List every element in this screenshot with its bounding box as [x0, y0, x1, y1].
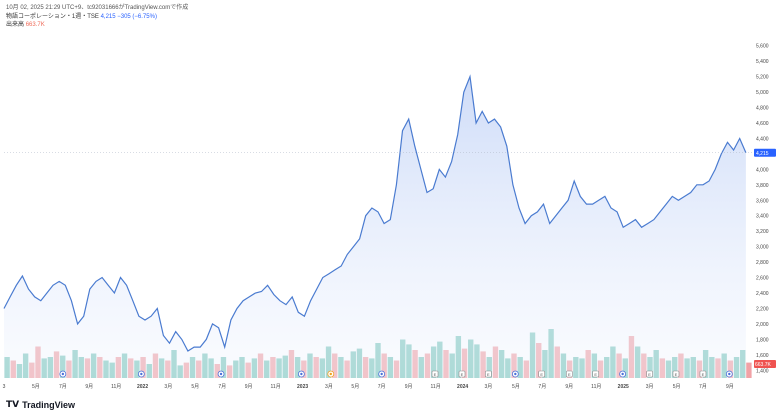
earnings-marker: [699, 370, 707, 378]
y-tick-label: 4,800: [756, 106, 769, 112]
price-value: 4,215 −305 (−6.75%): [100, 14, 157, 20]
x-tick-label: 5月: [32, 384, 40, 390]
y-tick-label: 4,600: [756, 121, 769, 127]
price-area: [4, 76, 746, 378]
earnings-marker-label: E: [675, 372, 678, 377]
caption-text: 10月 02, 2025 21:29 UTC+9、tc92031666がTrad…: [6, 5, 189, 11]
x-tick-label: 3月: [484, 384, 492, 390]
earnings-marker: [431, 370, 439, 378]
earnings-marker-label: E: [648, 372, 651, 377]
earnings-marker-label: E: [702, 372, 705, 377]
y-tick-label: 4,400: [756, 136, 769, 142]
x-tick-label: 2023: [297, 384, 308, 390]
x-tick-label: 11月: [271, 384, 281, 390]
y-tick-label: 5,400: [756, 59, 769, 65]
y-tick-label: 3,200: [756, 229, 769, 235]
earnings-marker-label: E: [540, 372, 543, 377]
marker-dot: [300, 372, 303, 376]
x-tick-label: 9月: [245, 384, 253, 390]
volume-bar: [746, 362, 752, 378]
x-tick-label: 7月: [378, 384, 386, 390]
symbol-label: 物語コーポレーション・1週・TSE: [6, 14, 99, 20]
y-tick-label: 3,400: [756, 214, 769, 220]
y-tick-label: 4,000: [756, 167, 769, 173]
y-tick-label: 2,200: [756, 306, 769, 312]
x-tick-label: 5月: [512, 384, 520, 390]
earnings-marker: [646, 370, 653, 378]
x-tick-label: 3月: [325, 384, 333, 390]
earnings-marker: [592, 370, 599, 378]
x-tick-label: 3月: [164, 384, 172, 390]
earnings-marker: [565, 370, 573, 378]
y-tick-label: 2,000: [756, 322, 769, 328]
x-tick-label: 9月: [565, 384, 573, 390]
x-tick-label: 7月: [538, 384, 546, 390]
x-tick-label: 2025: [618, 384, 629, 390]
last-volume-badge: [754, 360, 776, 368]
volume-legend: 出来高 663.7K: [6, 21, 45, 30]
y-tick-label: 1,600: [756, 353, 769, 359]
last-price-label: 4,215: [756, 151, 769, 157]
x-tick-label: 7月: [699, 384, 707, 390]
x-tick-label: 11月: [591, 384, 601, 390]
earnings-marker-label: E: [434, 372, 437, 377]
y-tick-label: 3,000: [756, 245, 769, 251]
x-tick-label: 3: [3, 384, 6, 390]
y-tick-label: 5,600: [756, 44, 769, 50]
price-line: [3, 74, 747, 352]
marker-dot: [514, 372, 517, 376]
y-tick-label: 3,600: [756, 198, 769, 204]
y-tick-label: 1,800: [756, 337, 769, 343]
earnings-marker-label: E: [487, 372, 490, 377]
y-tick-label: 5,200: [756, 75, 769, 81]
earnings-marker-label: E: [568, 372, 571, 377]
volume-value: 663.7K: [25, 22, 45, 28]
volume-label: 出来高: [6, 22, 25, 28]
marker-dot: [140, 372, 143, 376]
x-tick-label: 9月: [85, 384, 93, 390]
tradingview-logo[interactable]: 𝗧𝗩 TradingView: [6, 399, 75, 410]
x-tick-label: 5月: [191, 384, 199, 390]
x-tick-label: 2024: [457, 384, 468, 390]
y-tick-label: 2,800: [756, 260, 769, 266]
marker-dot: [329, 372, 332, 376]
earnings-marker: [485, 370, 492, 378]
y-tick-label: 2,600: [756, 276, 769, 282]
x-tick-label: 5月: [673, 384, 681, 390]
earnings-marker: [458, 370, 466, 378]
series-legend: 物語コーポレーション・1週・TSE 4,215 −305 (−6.75%): [6, 13, 157, 22]
earnings-marker-label: E: [461, 372, 464, 377]
x-tick-label: 7月: [59, 384, 67, 390]
tv-logo-icon: 𝗧𝗩: [6, 399, 20, 409]
x-tick-label: 2022: [137, 384, 148, 390]
x-tick-label: 11月: [431, 384, 441, 390]
x-tick-label: 5月: [351, 384, 359, 390]
y-tick-label: 1,400: [756, 368, 769, 374]
earnings-marker: [538, 370, 546, 378]
x-tick-label: 7月: [218, 384, 226, 390]
earnings-marker: [672, 370, 680, 378]
y-tick-label: 5,000: [756, 90, 769, 96]
last-price-badge: [754, 148, 776, 157]
marker-dot: [380, 372, 383, 376]
y-tick-label: 2,400: [756, 291, 769, 297]
marker-dot: [61, 372, 65, 376]
marker-dot: [219, 372, 223, 376]
x-tick-label: 3月: [646, 384, 654, 390]
x-tick-label: 11月: [111, 384, 121, 390]
x-tick-label: 9月: [726, 384, 734, 390]
chart-caption: 10月 02, 2025 21:29 UTC+9、tc92031666がTrad…: [6, 4, 188, 13]
y-tick-label: 3,800: [756, 183, 769, 189]
marker-dot: [621, 372, 624, 376]
earnings-marker-label: E: [594, 372, 597, 377]
tv-logo-text: TradingView: [22, 399, 75, 410]
last-volume-label: 663.7K: [755, 362, 772, 368]
x-tick-label: 9月: [405, 384, 413, 390]
marker-dot: [728, 372, 731, 376]
